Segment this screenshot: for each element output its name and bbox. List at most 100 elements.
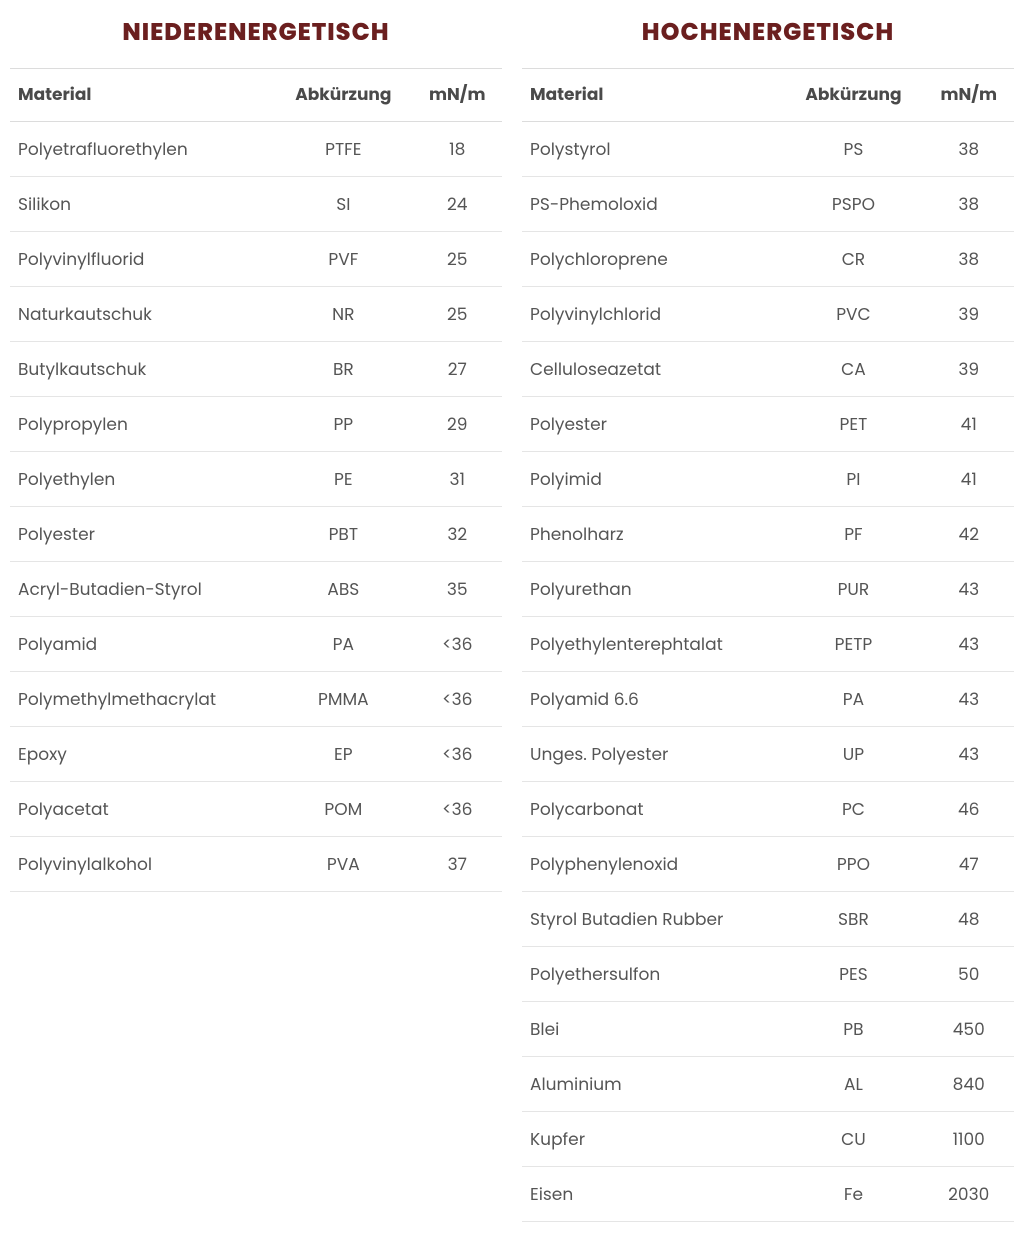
cell-abbr: POM — [274, 782, 412, 837]
table-row: PolyethylenterephtalatPETP43 — [522, 617, 1014, 672]
cell-value: 840 — [923, 1057, 1014, 1112]
cell-value: 38 — [923, 232, 1014, 287]
table-row: PolystyrolPS38 — [522, 122, 1014, 177]
table-row: PolyetrafluorethylenPTFE18 — [10, 122, 502, 177]
cell-abbr: PVC — [783, 287, 923, 342]
cell-material: Silikon — [10, 177, 274, 232]
cell-material: Blei — [522, 1002, 783, 1057]
cell-value: 38 — [923, 122, 1014, 177]
cell-material: Phenolharz — [522, 507, 783, 562]
cell-abbr: ABS — [274, 562, 412, 617]
cell-value: 41 — [923, 397, 1014, 452]
cell-material: Polymethylmethacrylat — [10, 672, 274, 727]
cell-material: Polyester — [522, 397, 783, 452]
cell-value: 39 — [923, 287, 1014, 342]
cell-abbr: PPO — [783, 837, 923, 892]
cell-material: Polyamid 6.6 — [522, 672, 783, 727]
table-row: SilikonSI24 — [10, 177, 502, 232]
cell-abbr: PES — [783, 947, 923, 1002]
cell-abbr: PET — [783, 397, 923, 452]
cell-value: 1100 — [923, 1112, 1014, 1167]
table-row: PolypropylenPP29 — [10, 397, 502, 452]
cell-abbr: PP — [274, 397, 412, 452]
cell-value: 41 — [923, 452, 1014, 507]
cell-value: 50 — [923, 947, 1014, 1002]
table-row: Acryl-Butadien-StyrolABS35 — [10, 562, 502, 617]
table-row: AluminiumAL840 — [522, 1057, 1014, 1112]
table-row: PolyurethanPUR43 — [522, 562, 1014, 617]
cell-value: 43 — [923, 617, 1014, 672]
cell-material: Eisen — [522, 1167, 783, 1222]
cell-abbr: PSPO — [783, 177, 923, 232]
cell-abbr: PE — [274, 452, 412, 507]
table-row: EisenFe2030 — [522, 1167, 1014, 1222]
cell-material: Butylkautschuk — [10, 342, 274, 397]
cell-value: <36 — [413, 727, 502, 782]
cell-abbr: CU — [783, 1112, 923, 1167]
cell-abbr: PTFE — [274, 122, 412, 177]
cell-material: Polycarbonat — [522, 782, 783, 837]
cell-material: Polyethylen — [10, 452, 274, 507]
cell-material: Polyacetat — [10, 782, 274, 837]
right-header-row: Material Abkürzung mN/m — [522, 69, 1014, 122]
cell-value: 25 — [413, 232, 502, 287]
table-row: EpoxyEP<36 — [10, 727, 502, 782]
cell-value: 38 — [923, 177, 1014, 232]
cell-abbr: AL — [783, 1057, 923, 1112]
cell-material: PS-Phemoloxid — [522, 177, 783, 232]
table-row: Unges. PolyesterUP43 — [522, 727, 1014, 782]
table-row: CelluloseazetatCA39 — [522, 342, 1014, 397]
cell-value: 29 — [413, 397, 502, 452]
cell-material: Polystyrol — [522, 122, 783, 177]
cell-material: Polyetrafluorethylen — [10, 122, 274, 177]
cell-material: Unges. Polyester — [522, 727, 783, 782]
cell-abbr: PUR — [783, 562, 923, 617]
left-table: Material Abkürzung mN/m Polyetrafluoreth… — [10, 68, 502, 892]
table-row: PolyethersulfonPES50 — [522, 947, 1014, 1002]
cell-value: 47 — [923, 837, 1014, 892]
cell-material: Naturkautschuk — [10, 287, 274, 342]
right-column: HOCHENERGETISCH Material Abkürzung mN/m … — [522, 15, 1014, 1222]
table-row: PhenolharzPF42 — [522, 507, 1014, 562]
table-row: PolyacetatPOM<36 — [10, 782, 502, 837]
cell-material: Polyethylenterephtalat — [522, 617, 783, 672]
table-row: PolycarbonatPC46 — [522, 782, 1014, 837]
cell-abbr: PF — [783, 507, 923, 562]
header-unit: mN/m — [923, 69, 1014, 122]
cell-material: Polyethersulfon — [522, 947, 783, 1002]
cell-value: 450 — [923, 1002, 1014, 1057]
left-title: NIEDERENERGETISCH — [10, 15, 502, 50]
cell-material: Polychloroprene — [522, 232, 783, 287]
cell-value: 32 — [413, 507, 502, 562]
cell-value: 25 — [413, 287, 502, 342]
left-column: NIEDERENERGETISCH Material Abkürzung mN/… — [10, 15, 502, 1222]
cell-abbr: PA — [274, 617, 412, 672]
cell-value: 39 — [923, 342, 1014, 397]
table-row: ButylkautschukBR27 — [10, 342, 502, 397]
cell-value: 24 — [413, 177, 502, 232]
right-title: HOCHENERGETISCH — [522, 15, 1014, 50]
table-row: PolyvinylfluoridPVF25 — [10, 232, 502, 287]
cell-material: Polyester — [10, 507, 274, 562]
cell-material: Polyimid — [522, 452, 783, 507]
cell-value: 18 — [413, 122, 502, 177]
cell-value: 43 — [923, 672, 1014, 727]
cell-value: 35 — [413, 562, 502, 617]
right-table: Material Abkürzung mN/m PolystyrolPS38PS… — [522, 68, 1014, 1222]
table-row: PolymethylmethacrylatPMMA<36 — [10, 672, 502, 727]
cell-material: Polyvinylchlorid — [522, 287, 783, 342]
cell-material: Epoxy — [10, 727, 274, 782]
table-row: PolyethylenPE31 — [10, 452, 502, 507]
cell-abbr: PMMA — [274, 672, 412, 727]
table-row: PolyphenylenoxidPPO47 — [522, 837, 1014, 892]
cell-abbr: CA — [783, 342, 923, 397]
cell-value: 31 — [413, 452, 502, 507]
header-abbr: Abkürzung — [274, 69, 412, 122]
header-unit: mN/m — [413, 69, 502, 122]
cell-abbr: SBR — [783, 892, 923, 947]
cell-material: Polyvinylalkohol — [10, 837, 274, 892]
table-row: PolychloropreneCR38 — [522, 232, 1014, 287]
cell-material: Acryl-Butadien-Styrol — [10, 562, 274, 617]
cell-abbr: PC — [783, 782, 923, 837]
cell-value: 2030 — [923, 1167, 1014, 1222]
